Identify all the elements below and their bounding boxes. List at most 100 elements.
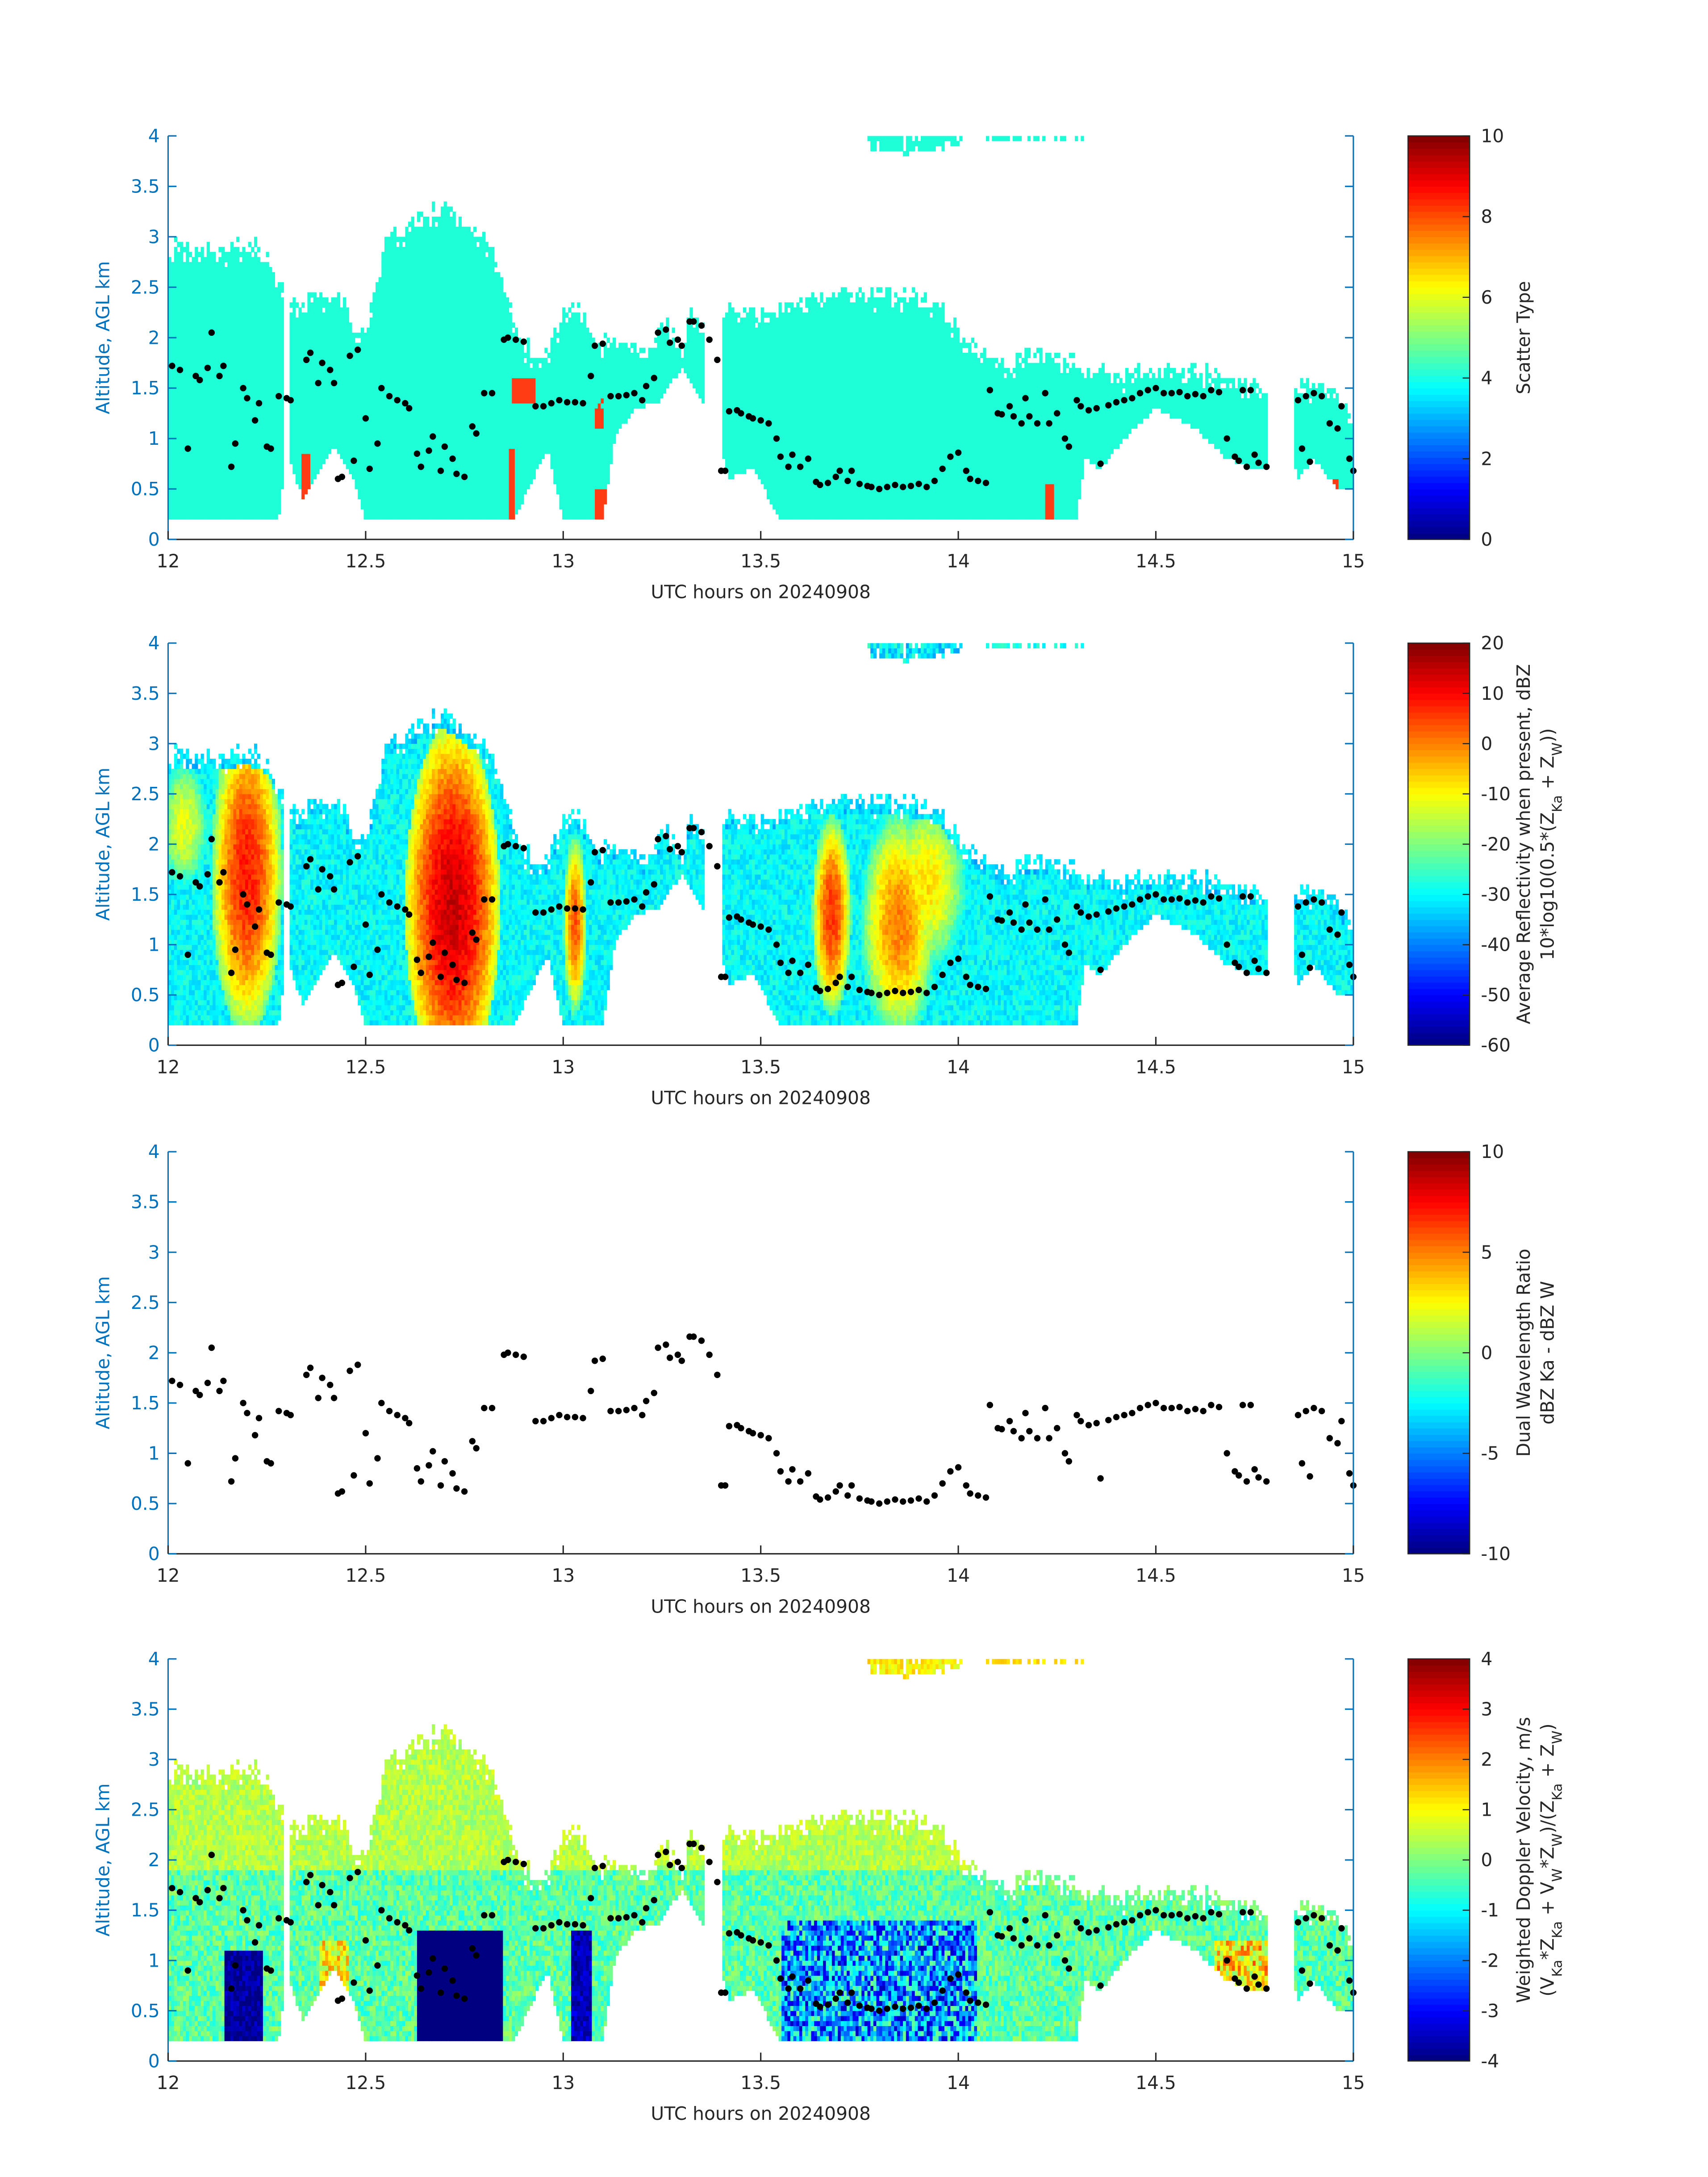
cloud-base-point	[738, 1932, 744, 1939]
cloud-base-point	[556, 1412, 563, 1419]
cloud-base-point	[1255, 460, 1262, 466]
cloud-base-point	[1303, 1408, 1309, 1415]
cloud-base-point	[666, 1862, 673, 1868]
cloud-base-point	[1311, 896, 1317, 903]
cloud-base-point	[251, 417, 259, 424]
colorbar-tick-label: 2	[1481, 1749, 1492, 1770]
cloud-base-point	[354, 1868, 361, 1876]
cloud-base-point	[532, 909, 539, 916]
cloud-base-point	[1239, 1402, 1246, 1408]
cloud-base-point	[915, 1495, 922, 1502]
cloud-base-point	[469, 1945, 476, 1952]
cloud-base-point	[1054, 916, 1061, 923]
cloud-base-point	[757, 923, 764, 930]
cloud-base-point	[591, 342, 598, 349]
cloud-base-point	[1046, 1435, 1052, 1442]
cloud-base-point	[1307, 965, 1313, 971]
cloud-base-point	[1061, 1450, 1069, 1457]
cloud-base-point	[208, 329, 215, 336]
cloud-base-point	[1311, 1912, 1317, 1919]
cloud-base-point	[1224, 1957, 1230, 1964]
cloud-base-point	[899, 990, 906, 996]
cloud-base-point	[655, 329, 661, 336]
cloud-base-point	[1065, 1458, 1073, 1465]
cloud-base-point	[591, 1864, 598, 1872]
y-tick-label: 1.5	[131, 1392, 160, 1414]
x-tick-label: 13	[551, 2072, 575, 2093]
cloud-base-point	[1022, 1917, 1029, 1924]
cloud-base-point	[1144, 1909, 1151, 1916]
y-axis-label: Altitude, AGL km	[92, 1276, 114, 1429]
cloud-base-point	[319, 1882, 326, 1889]
cloud-base-point	[520, 1354, 527, 1360]
cloud-base-point	[975, 983, 981, 990]
colorbar-tick-label: -2	[1481, 1950, 1499, 1971]
cloud-base-point	[267, 445, 274, 452]
cloud-base-point	[607, 393, 614, 400]
cloud-base-point	[204, 1887, 211, 1893]
cloud-base-point	[824, 2001, 831, 2008]
cloud-base-point	[986, 387, 994, 393]
cloud-base-point	[1208, 1402, 1215, 1408]
cloud-base-point	[1105, 908, 1112, 915]
cloud-base-point	[1006, 1418, 1013, 1425]
cloud-base-point	[232, 946, 239, 953]
cloud-base-point	[1097, 1475, 1104, 1482]
cloud-base-point	[489, 390, 496, 397]
colorbar-tick-label: 2	[1481, 448, 1492, 469]
colorbar: -60 -50 -40 -30 -20 -10 0 10 20 Average Reflectiv…	[1407, 632, 1565, 1056]
cloud-base-point	[1105, 1924, 1112, 1931]
cloud-base-point	[955, 1464, 962, 1471]
cloud-base-point	[1006, 403, 1013, 409]
colorbar-tick-label: 1	[1481, 1799, 1492, 1821]
cloud-base-point	[1085, 913, 1092, 920]
cloud-base-point	[1263, 464, 1270, 470]
y-tick-label: 2	[148, 1342, 160, 1363]
cloud-base-point	[512, 1859, 519, 1865]
cloud-base-point	[1208, 1909, 1215, 1916]
cloud-base-point	[836, 1989, 843, 1996]
cloud-base-point	[319, 866, 326, 873]
cloud-base-point	[805, 1470, 812, 1477]
cloud-base-point	[327, 1382, 334, 1388]
cloud-base-point	[394, 1919, 401, 1926]
cloud-base-point	[469, 929, 476, 936]
cloud-base-point	[176, 873, 184, 880]
cloud-base-point	[1153, 891, 1159, 898]
cloud-base-point	[564, 399, 571, 405]
x-tick-label: 14.5	[1136, 551, 1176, 572]
colorbar-label: Dual Wavelength Ratio	[1513, 1249, 1534, 1457]
cloud-base-point	[330, 886, 338, 893]
cloud-base-point	[1022, 395, 1029, 401]
cloud-base-point	[698, 322, 705, 329]
x-tick-label: 12	[157, 551, 180, 572]
cloud-base-point	[1176, 895, 1183, 902]
colorbar-tick-label: 6	[1481, 287, 1492, 308]
cloud-base-point	[505, 1856, 511, 1864]
cloud-base-point	[1176, 389, 1183, 396]
cloud-base-point	[1093, 1927, 1100, 1934]
y-tick-label: 3	[148, 1241, 160, 1263]
cloud-base-point	[1295, 397, 1302, 404]
cloud-base-point	[430, 939, 436, 946]
cloud-base-point	[773, 1957, 780, 1964]
colorbar-tick-label: 4	[1481, 1648, 1492, 1670]
cloud-base-point	[1144, 1402, 1151, 1408]
cloud-base-point	[631, 896, 638, 903]
cloud-base-point	[722, 468, 729, 474]
cloud-base-point	[564, 905, 571, 912]
colorbar: -10 -5 0 5 10 Dual Wavelength Ratio dBZ Ka - d…	[1407, 1141, 1558, 1565]
cloud-base-point	[1054, 410, 1061, 417]
cloud-base-point	[884, 484, 891, 490]
cloud-base-point	[1136, 390, 1144, 397]
x-tick-label: 12.5	[345, 1565, 386, 1586]
cloud-base-point	[374, 946, 381, 953]
cloud-base-point	[1097, 1982, 1104, 1989]
colorbar-tick-label: 0	[1481, 1849, 1492, 1871]
cloud-base-point	[777, 959, 784, 966]
colorbar-tick-label: 0	[1481, 733, 1492, 754]
cloud-base-point	[757, 417, 764, 424]
cloud-base-point	[1232, 1468, 1238, 1475]
y-tick-label: 3	[148, 226, 160, 247]
y-tick-label: 3.5	[131, 175, 160, 197]
